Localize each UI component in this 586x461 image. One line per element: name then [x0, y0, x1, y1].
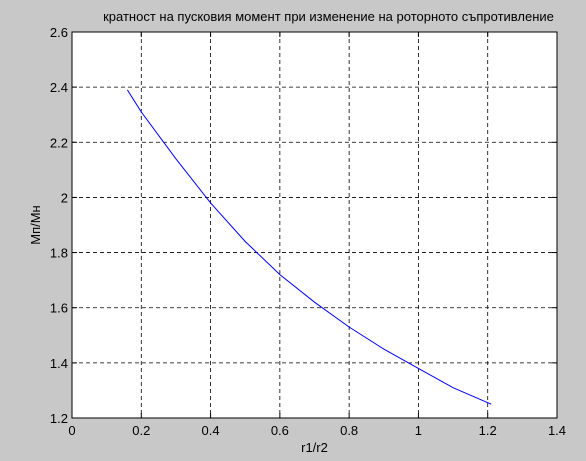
grid-lines [72, 32, 557, 418]
y-tick-label: 1.2 [50, 411, 68, 426]
x-tick-label: 1.2 [479, 423, 497, 438]
y-tick-label: 2 [61, 190, 68, 205]
x-axis-label: r1/r2 [301, 440, 328, 455]
y-tick-label: 2.2 [50, 135, 68, 150]
ticks [71, 31, 558, 419]
plot-area [72, 32, 557, 418]
series-layer [126, 89, 492, 405]
axes-frame [71, 31, 558, 419]
y-tick-label: 1.6 [50, 301, 68, 316]
y-axis-label: Mп/Mн [28, 205, 43, 245]
x-tick-label: 0.8 [340, 423, 358, 438]
x-tick-label: 0.6 [271, 423, 289, 438]
x-tick-label: 1 [415, 423, 422, 438]
y-tick-label: 1.8 [50, 246, 68, 261]
y-tick-label: 2.6 [50, 25, 68, 40]
x-tick-label: 0.4 [202, 423, 220, 438]
x-tick-label: 0 [68, 423, 75, 438]
series-line [126, 89, 492, 405]
x-tick-label: 0.2 [132, 423, 150, 438]
y-tick-label: 1.4 [50, 356, 68, 371]
chart-title: кратност на пусковия момент при изменени… [103, 9, 554, 24]
tick-labels: 0 0.2 0.4 0.6 0.8 1 1.2 1.4 1.2 1.4 1.6 1.8 2 2.2 2.4 2… [50, 25, 566, 438]
y-tick-label: 2.4 [50, 80, 68, 95]
x-tick-label: 1.4 [548, 423, 566, 438]
